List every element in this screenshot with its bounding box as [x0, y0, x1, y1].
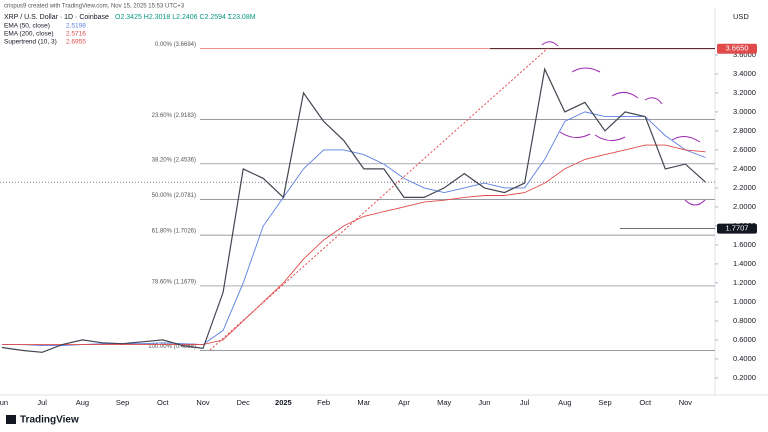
y-tick-label: 1.0000	[733, 297, 756, 306]
y-tick-label: 0.4000	[733, 354, 756, 363]
fib-trend-line	[209, 47, 549, 351]
annotations	[541, 41, 706, 206]
y-tick-label: 2.2000	[733, 183, 756, 192]
fib-label: 0.00% (3.6694)	[155, 42, 196, 48]
x-tick-label: Nov	[196, 398, 210, 407]
arc	[594, 134, 626, 141]
x-tick-label: Nov	[679, 398, 693, 407]
y-tick-label: 1.4000	[733, 259, 756, 268]
price-line	[1, 67, 706, 353]
price-mark-label: 1.7707	[726, 224, 749, 233]
arc	[559, 131, 591, 138]
y-tick-label: 0.8000	[733, 316, 756, 325]
y-tick-label: 1.6000	[733, 240, 756, 249]
arc	[541, 41, 559, 47]
price-mark-badge	[717, 43, 757, 54]
x-tick-label: Apr	[398, 398, 410, 407]
ema-line	[2, 144, 706, 346]
y-tick-label: 3.0000	[733, 107, 756, 116]
legend-name: EMA (200, close)	[4, 31, 54, 38]
legend-value: 2.5716	[66, 31, 86, 38]
legend-name: EMA (50, close)	[4, 23, 50, 30]
brand: TradingView	[20, 415, 79, 426]
arc	[611, 92, 639, 99]
fib-label: 100.00% (0.4868)	[148, 344, 196, 350]
ohlc: O2.3425 H2.3018 L2.2406 C2.2594 Σ23.08M	[115, 14, 256, 21]
fib-label: 78.60% (1.1679)	[152, 280, 196, 286]
logo: TradingView	[6, 415, 79, 426]
y-tick-label: 0.6000	[733, 335, 756, 344]
x-tick-label: Jul	[520, 398, 530, 407]
x-tick-label: Aug	[76, 398, 89, 407]
x-tick-label: Sep	[116, 398, 129, 407]
x-tick-label: Mar	[357, 398, 370, 407]
y-tick-label: 1.2000	[733, 278, 756, 287]
credit: crispus9 created with TradingView.com, N…	[4, 4, 185, 10]
y-tick-label: 3.4000	[733, 69, 756, 78]
price-mark-badge	[717, 223, 757, 234]
x-tick-label: Jul	[37, 398, 47, 407]
arc	[671, 136, 701, 143]
fib-label: 50.00% (2.0781)	[152, 193, 196, 199]
arc	[684, 199, 706, 206]
x-tick-label: Aug	[558, 398, 571, 407]
price-mark-label: 3.6650	[726, 44, 749, 53]
x-tick-label: Oct	[157, 398, 170, 407]
y-tick-label: 2.4000	[733, 164, 756, 173]
fib-label: 61.80% (1.7026)	[152, 229, 196, 235]
x-tick-label: Jun	[0, 398, 8, 407]
x-tick-label: May	[437, 398, 451, 407]
y-tick-label: 3.2000	[733, 88, 756, 97]
chart-title: XRP / U.S. Dollar · 1D · Coinbase	[4, 14, 109, 21]
y-tick-label: 3.6000	[733, 50, 756, 59]
x-tick-label: Dec	[237, 398, 251, 407]
x-tick-label: 2025	[275, 398, 292, 407]
arc	[644, 97, 663, 105]
legend-name: Supertrend (10, 3)	[4, 39, 57, 46]
x-tick-label: Sep	[598, 398, 611, 407]
legend-value: 2.5198	[66, 23, 86, 30]
fib-label: 23.60% (2.9183)	[152, 113, 196, 119]
x-tick-label: Jun	[478, 398, 490, 407]
y-tick-label: 0.2000	[733, 373, 756, 382]
x-tick-label: Oct	[639, 398, 652, 407]
x-tick-label: Feb	[317, 398, 330, 407]
y-tick-label: 2.6000	[733, 145, 756, 154]
arc	[571, 67, 601, 73]
y-tick-label: 2.0000	[733, 202, 756, 211]
logo-icon	[6, 415, 16, 424]
legend-value: 2.6955	[66, 39, 86, 46]
y-tick-label: 2.8000	[733, 126, 756, 135]
fib-label: 38.20% (2.4536)	[152, 157, 196, 163]
currency: USD	[733, 12, 749, 21]
